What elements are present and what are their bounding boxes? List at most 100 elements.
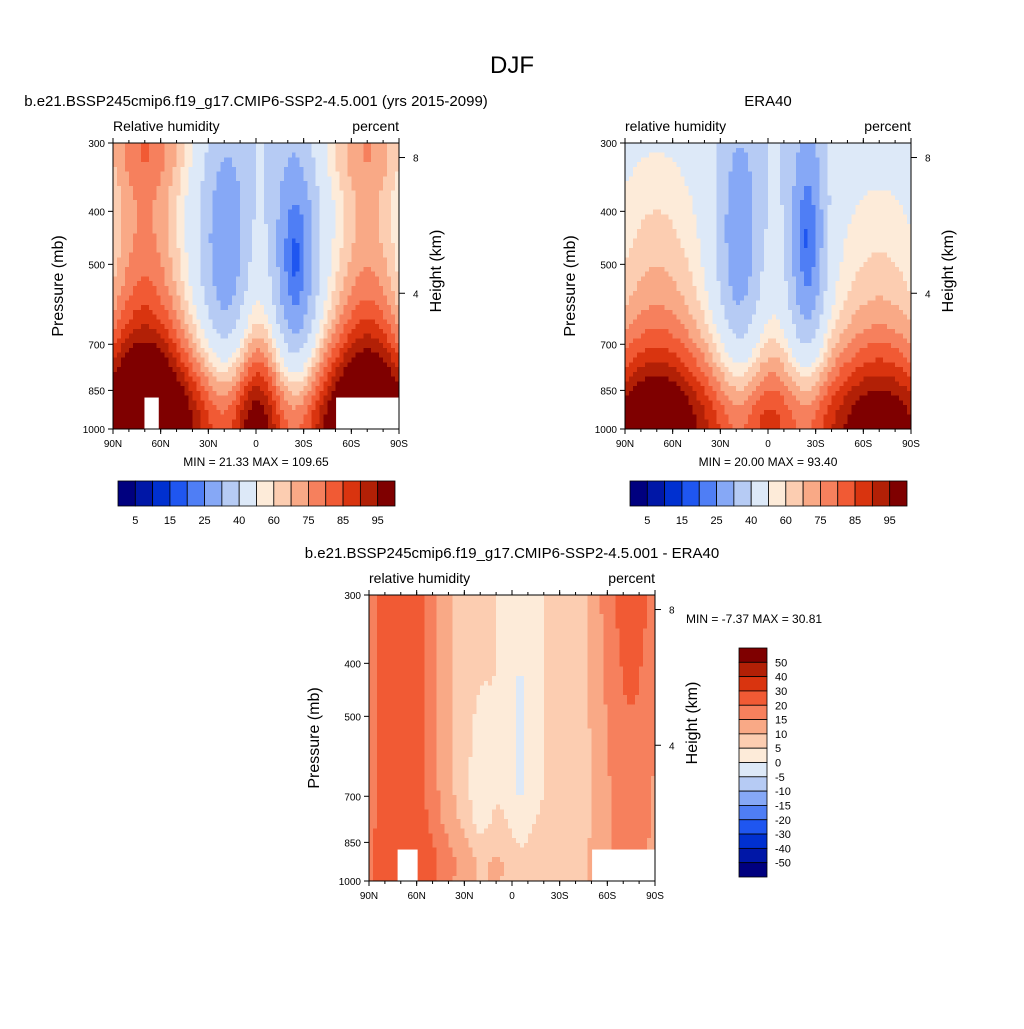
- field-cell: [133, 210, 138, 215]
- field-cell: [740, 167, 745, 172]
- field-cell: [883, 167, 888, 172]
- field-cell: [165, 281, 170, 286]
- field-cell: [272, 257, 277, 262]
- field-cell: [165, 329, 170, 334]
- field-cell: [768, 143, 773, 148]
- field-cell: [173, 262, 178, 267]
- field-cell: [339, 186, 344, 191]
- field-cell: [236, 396, 241, 401]
- field-cell: [324, 272, 329, 277]
- field-cell: [196, 148, 201, 153]
- field-cell: [173, 310, 178, 315]
- field-cell: [308, 153, 313, 158]
- field-cell: [153, 377, 158, 382]
- field-cell: [200, 415, 205, 420]
- field-cell: [113, 281, 118, 286]
- field-cell: [324, 205, 329, 210]
- field-cell: [272, 200, 277, 205]
- field-cell: [268, 234, 273, 239]
- field-cell: [276, 272, 281, 277]
- field-cell: [641, 181, 646, 186]
- field-cell: [212, 157, 217, 162]
- field-cell: [320, 167, 325, 172]
- field-cell: [669, 162, 674, 167]
- field-cell: [387, 205, 392, 210]
- field-cell: [328, 396, 333, 401]
- field-cell: [137, 272, 142, 277]
- field-cell: [192, 291, 197, 296]
- field-cell: [185, 253, 190, 258]
- field-cell: [320, 157, 325, 162]
- field-cell: [145, 348, 150, 353]
- field-cell: [379, 243, 384, 248]
- field-cell: [744, 172, 749, 177]
- field-cell: [625, 157, 630, 162]
- field-cell: [185, 191, 190, 196]
- field-cell: [832, 153, 837, 158]
- field-cell: [335, 291, 340, 296]
- field-cell: [633, 157, 638, 162]
- field-cell: [375, 377, 380, 382]
- field-cell: [300, 296, 305, 301]
- field-cell: [181, 310, 186, 315]
- field-cell: [188, 305, 193, 310]
- field-cell: [169, 419, 174, 424]
- field-cell: [665, 167, 670, 172]
- field-cell: [149, 315, 154, 320]
- field-cell: [113, 291, 118, 296]
- field-cell: [208, 238, 213, 243]
- missing-data: [144, 398, 158, 429]
- field-cell: [224, 377, 229, 382]
- field-cell: [145, 372, 150, 377]
- field-cell: [204, 148, 209, 153]
- field-cell: [248, 381, 253, 386]
- field-cell: [308, 286, 313, 291]
- field-cell: [248, 200, 253, 205]
- field-cell: [367, 234, 372, 239]
- field-cell: [288, 353, 293, 358]
- field-cell: [216, 210, 221, 215]
- field-cell: [379, 358, 384, 363]
- field-cell: [133, 234, 138, 239]
- field-cell: [113, 167, 118, 172]
- field-cell: [320, 367, 325, 372]
- field-cell: [280, 324, 285, 329]
- field-cell: [296, 372, 301, 377]
- field-cell: [308, 248, 313, 253]
- field-cell: [232, 415, 237, 420]
- field-cell: [192, 253, 197, 258]
- field-cell: [145, 215, 150, 220]
- field-cell: [351, 286, 356, 291]
- field-cell: [276, 367, 281, 372]
- field-cell: [260, 195, 265, 200]
- field-cell: [828, 172, 833, 177]
- field-cell: [359, 238, 364, 243]
- field-cell: [335, 248, 340, 253]
- field-cell: [157, 167, 162, 172]
- field-cell: [129, 143, 134, 148]
- field-cell: [772, 153, 777, 158]
- field-cell: [324, 219, 329, 224]
- field-cell: [196, 367, 201, 372]
- field-cell: [359, 386, 364, 391]
- field-cell: [331, 319, 336, 324]
- field-cell: [181, 296, 186, 301]
- field-cell: [292, 257, 297, 262]
- field-cell: [204, 234, 209, 239]
- field-cell: [304, 396, 309, 401]
- field-cell: [200, 157, 205, 162]
- field-cell: [240, 305, 245, 310]
- field-cell: [320, 215, 325, 220]
- field-cell: [228, 305, 233, 310]
- field-cell: [379, 210, 384, 215]
- field-cell: [276, 377, 281, 382]
- field-cell: [177, 243, 182, 248]
- field-cell: [117, 257, 122, 262]
- field-cell: [236, 343, 241, 348]
- field-cell: [335, 310, 340, 315]
- field-cell: [272, 243, 277, 248]
- field-cell: [165, 367, 170, 372]
- field-cell: [740, 153, 745, 158]
- field-cell: [359, 243, 364, 248]
- field-cell: [185, 362, 190, 367]
